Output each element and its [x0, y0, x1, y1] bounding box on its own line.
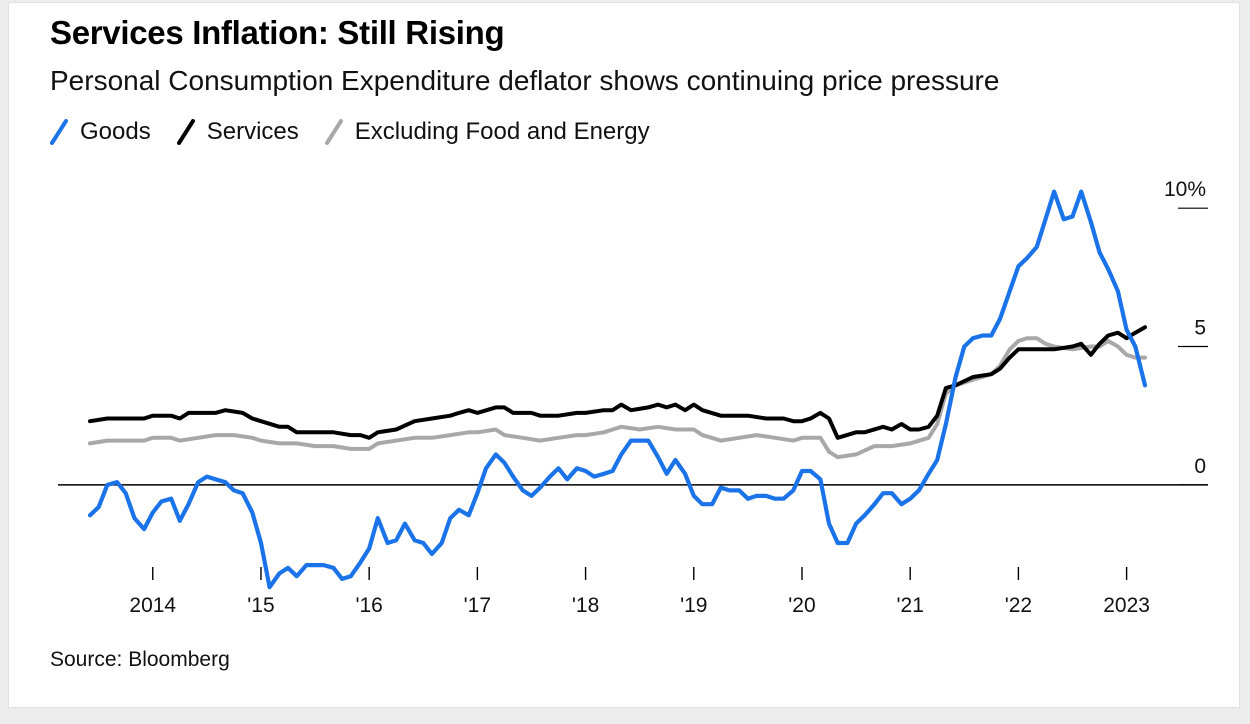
- series-services-line: [88, 325, 1147, 440]
- x-tick-label: '18: [572, 594, 599, 617]
- x-tick-label: '19: [680, 594, 707, 617]
- legend-swatch-services: [176, 119, 195, 145]
- legend-swatch-goods: [50, 119, 68, 145]
- chart-legend: Goods Services Excluding Food and Energy: [50, 117, 676, 147]
- y-tick-label: 0: [1194, 455, 1206, 478]
- chart-card: [8, 2, 1240, 708]
- legend-item-services: Services: [176, 118, 299, 146]
- chart-title: Services Inflation: Still Rising: [50, 14, 505, 51]
- x-tick-label: '22: [1005, 594, 1032, 617]
- series-goods-line: [87, 189, 1148, 590]
- x-tick-label: '16: [355, 594, 382, 617]
- y-tick-label: 5: [1194, 317, 1206, 340]
- x-tick-label: '21: [897, 594, 924, 617]
- x-tick-label: '20: [788, 594, 815, 617]
- chart-subtitle: Personal Consumption Expenditure deflato…: [50, 65, 1000, 96]
- legend-item-goods: Goods: [50, 118, 151, 146]
- x-tick-label: 2014: [129, 594, 176, 617]
- legend-label-core: Excluding Food and Energy: [354, 118, 650, 145]
- x-tick-label: 2023: [1103, 594, 1150, 617]
- x-tick-label: '15: [247, 594, 274, 617]
- x-tick-label: '17: [464, 594, 491, 617]
- chart-source: Source: Bloomberg: [50, 648, 230, 671]
- y-tick-label: 10%: [1164, 178, 1206, 201]
- legend-label-services: Services: [206, 118, 299, 145]
- legend-label-goods: Goods: [80, 118, 151, 145]
- legend-item-core: Excluding Food and Energy: [324, 118, 650, 146]
- legend-swatch-core: [324, 119, 343, 145]
- series-core-line: [88, 336, 1147, 460]
